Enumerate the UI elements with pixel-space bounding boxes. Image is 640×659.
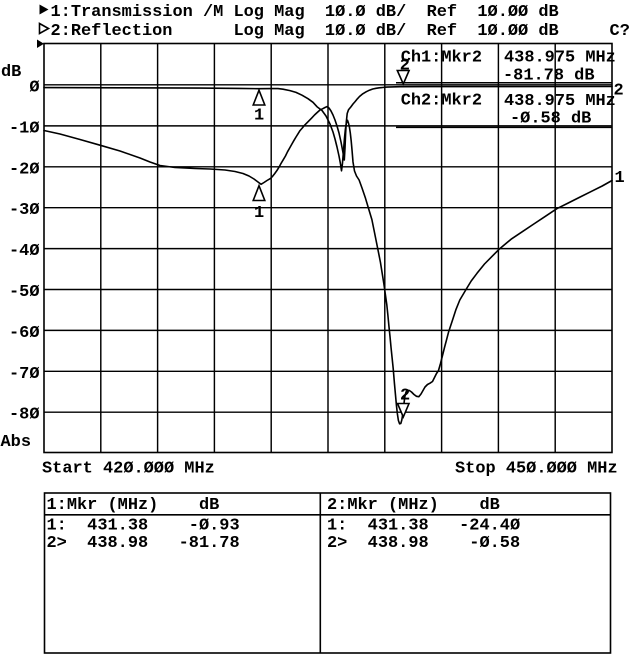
- svg-text:1:Transmission /M Log Mag 1Ø.: 1:Transmission /M Log Mag 1Ø.Ø dB/ Ref 1…: [51, 3, 559, 22]
- svg-text:Start 42Ø.ØØØ MHz: Start 42Ø.ØØØ MHz: [42, 460, 215, 479]
- svg-text:2: 2: [400, 57, 410, 76]
- svg-text:-3Ø: -3Ø: [9, 201, 40, 220]
- svg-text:-2Ø: -2Ø: [9, 160, 40, 179]
- svg-text:1: 431.38 -Ø.93: 1: 431.38 -Ø.93: [47, 517, 240, 536]
- svg-text:Ch2:Mkr2: Ch2:Mkr2: [401, 92, 482, 111]
- svg-text:1: 1: [254, 107, 264, 126]
- svg-text:dB: dB: [1, 63, 21, 82]
- svg-text:438.975 MHz: 438.975 MHz: [504, 49, 616, 68]
- svg-text:-5Ø: -5Ø: [9, 283, 40, 302]
- svg-text:-4Ø: -4Ø: [9, 242, 40, 261]
- svg-text:2: 2: [400, 387, 410, 406]
- svg-text:-81.78 dB: -81.78 dB: [503, 67, 594, 86]
- svg-text:-8Ø: -8Ø: [9, 406, 40, 425]
- svg-text:1: 1: [254, 204, 264, 223]
- svg-text:2> 438.98 -81.78: 2> 438.98 -81.78: [47, 534, 240, 553]
- svg-text:2:Reflection Log Mag 1Ø.: 2:Reflection Log Mag 1Ø.Ø dB/ Ref 1Ø.ØØ …: [51, 22, 630, 41]
- svg-text:2: 2: [614, 82, 624, 101]
- svg-text:-Ø.58 dB: -Ø.58 dB: [510, 110, 591, 129]
- svg-text:2> 438.98 -Ø.58: 2> 438.98 -Ø.58: [327, 534, 520, 553]
- svg-text:-1Ø: -1Ø: [9, 119, 40, 138]
- svg-text:Abs: Abs: [1, 433, 32, 452]
- svg-text:1: 1: [615, 169, 625, 188]
- svg-text:Stop 45Ø.ØØØ MHz: Stop 45Ø.ØØØ MHz: [455, 460, 618, 479]
- svg-text:-6Ø: -6Ø: [9, 324, 40, 343]
- svg-text:438.975 MHz: 438.975 MHz: [504, 92, 616, 111]
- svg-text:-7Ø: -7Ø: [9, 365, 40, 384]
- svg-text:Ch1:Mkr2: Ch1:Mkr2: [401, 49, 482, 68]
- svg-text:1:Mkr (MHz) dB: 1:Mkr (MHz) dB: [47, 496, 220, 515]
- svg-text:Ø: Ø: [29, 79, 39, 98]
- svg-text:2:Mkr (MHz) dB: 2:Mkr (MHz) dB: [327, 496, 500, 515]
- svg-text:1: 431.38 -24.4Ø: 1: 431.38 -24.4Ø: [327, 517, 520, 536]
